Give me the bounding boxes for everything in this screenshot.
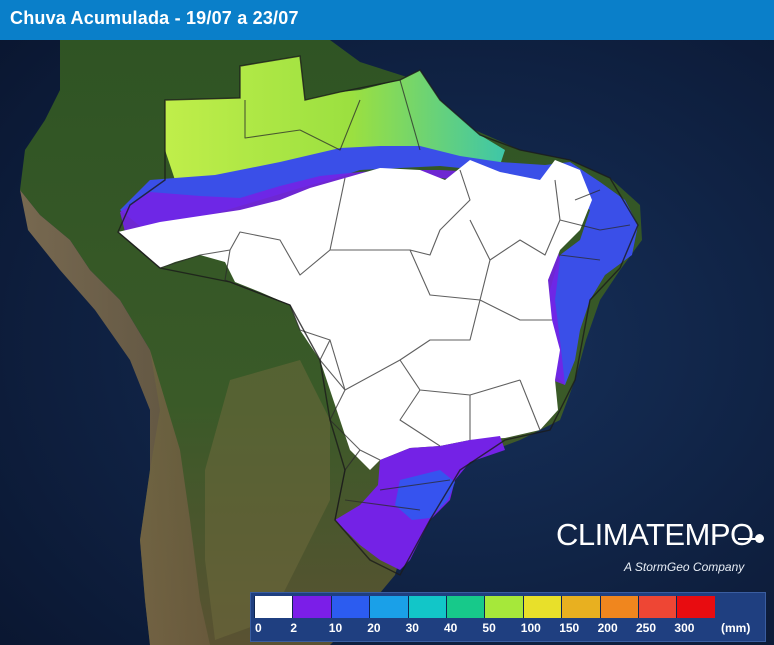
legend-swatch — [445, 596, 485, 618]
legend-swatch — [522, 596, 562, 618]
legend-tick-label: 200 — [597, 621, 618, 635]
brand-dash — [738, 538, 760, 540]
legend-tick-label: 40 — [444, 621, 458, 635]
legend-swatch — [637, 596, 677, 618]
legend-swatch — [292, 596, 331, 618]
legend-tick-label: 2 — [290, 621, 298, 635]
legend-tick-label: 50 — [482, 621, 496, 635]
legend-swatches — [254, 596, 715, 618]
legend-unit: (mm) — [721, 621, 751, 635]
legend-tick-label: 150 — [559, 621, 580, 635]
legend-tick-label: 250 — [636, 621, 657, 635]
precipitation-legend: 0 2 10 20 30 40 50 100 150 200 250 300 (mm) — [250, 592, 766, 642]
legend-swatch — [561, 596, 600, 618]
legend-swatch — [484, 596, 523, 618]
title-bar: Chuva Acumulada - 19/07 a 23/07 — [0, 0, 774, 41]
legend-tick-label: 0 — [255, 621, 262, 635]
legend-swatch — [407, 596, 446, 618]
legend-swatch — [599, 596, 638, 618]
legend-tick-label: 300 — [674, 621, 695, 635]
legend-tick-label: 10 — [328, 621, 343, 635]
chaco-region — [205, 360, 330, 640]
andes-region — [20, 190, 210, 645]
legend-swatch — [369, 596, 408, 618]
legend-tick-label: 30 — [405, 621, 419, 635]
legend-swatch — [330, 596, 370, 618]
climatempo-logo: CLIMATEMPO A StormGeo Company — [556, 517, 771, 577]
rainfall-map — [0, 40, 774, 645]
brand-name: CLIMATEMPO — [556, 517, 754, 552]
rain-band-south-blue — [395, 470, 455, 520]
brand-dot-icon — [755, 534, 764, 543]
brazil-border — [117, 55, 639, 576]
map-title: Chuva Acumulada - 19/07 a 23/07 — [10, 8, 299, 28]
legend-ticks: 0 2 10 20 30 40 50 100 150 200 250 300 — [251, 621, 765, 639]
legend-swatch — [254, 596, 293, 618]
legend-tick-label: 100 — [520, 621, 541, 635]
legend-swatch — [676, 596, 715, 618]
brand-tagline: A StormGeo Company — [624, 560, 745, 574]
legend-tick-label: 20 — [367, 621, 381, 635]
